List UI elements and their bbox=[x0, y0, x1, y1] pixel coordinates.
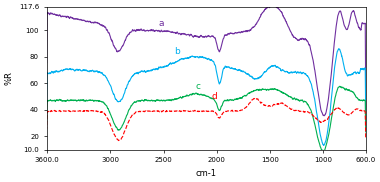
Text: b: b bbox=[174, 47, 180, 56]
Text: a: a bbox=[158, 19, 164, 28]
Text: c: c bbox=[196, 82, 201, 90]
X-axis label: cm-1: cm-1 bbox=[196, 169, 217, 178]
Text: d: d bbox=[212, 92, 217, 101]
Y-axis label: %R: %R bbox=[4, 71, 13, 85]
